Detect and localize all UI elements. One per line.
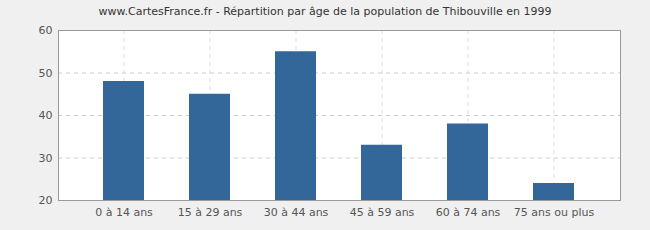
svg-text:15 à 29 ans: 15 à 29 ans bbox=[178, 206, 243, 219]
svg-text:30 à 44 ans: 30 à 44 ans bbox=[264, 206, 329, 219]
svg-text:60: 60 bbox=[39, 24, 53, 37]
html-text:www.CartesFrance.fr - Répartit: www.CartesFrance.fr - Répartition par âg… bbox=[98, 5, 552, 18]
svg-text:40: 40 bbox=[39, 109, 53, 122]
svg-text:75 ans ou plus: 75 ans ou plus bbox=[514, 206, 595, 219]
svg-text:45 à 59 ans: 45 à 59 ans bbox=[350, 206, 415, 219]
svg-text:0 à 14 ans: 0 à 14 ans bbox=[95, 206, 153, 219]
svg-text:60 à 74 ans: 60 à 74 ans bbox=[436, 206, 501, 219]
svg-text:30: 30 bbox=[39, 152, 53, 165]
svg-text:50: 50 bbox=[39, 67, 53, 80]
svg-text:20: 20 bbox=[39, 194, 53, 207]
